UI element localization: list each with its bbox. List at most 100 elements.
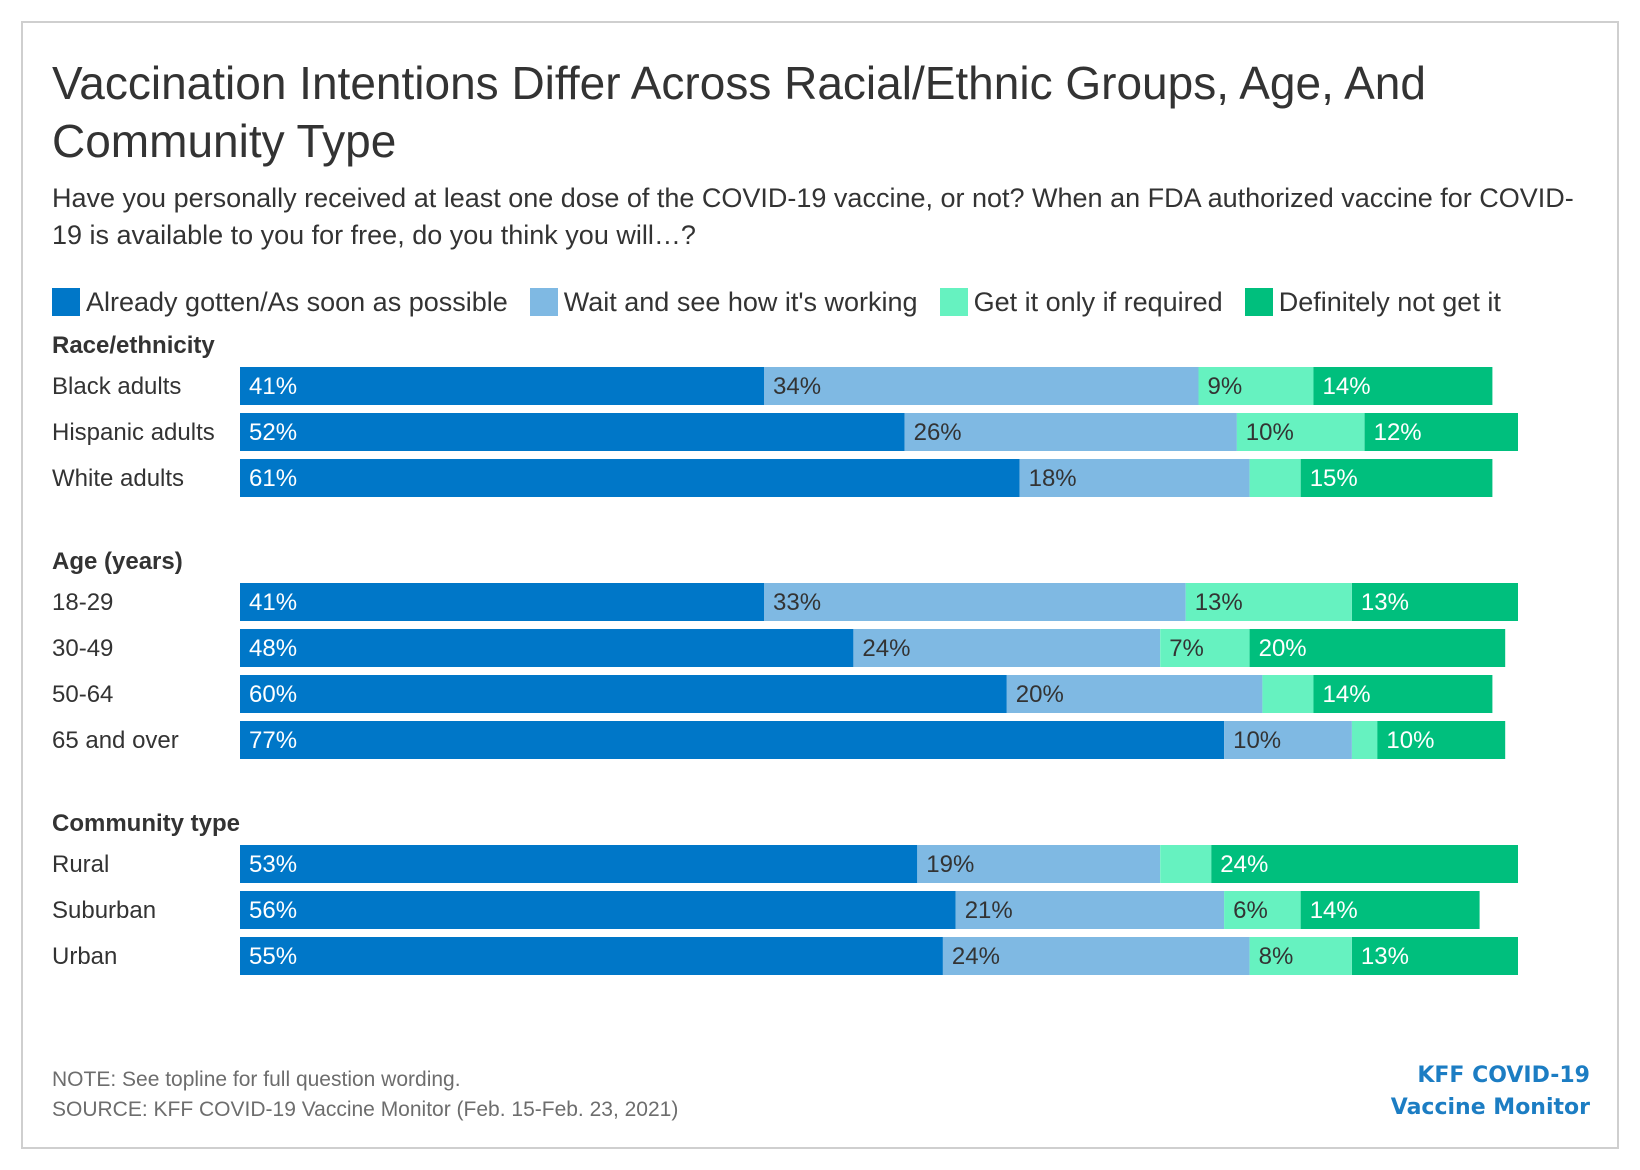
bar-segment-rural-1 — [917, 845, 1161, 883]
category-label-65-and-over: 65 and over — [52, 727, 179, 754]
bar-segment-65-and-over-3 — [1377, 721, 1506, 759]
legend-swatch-wait — [529, 288, 558, 316]
data-label-urban-1: 24% — [952, 943, 1000, 970]
legend-swatch-already — [52, 288, 80, 316]
group-header-community-type: Community type — [52, 810, 240, 837]
data-label-black-adults-3: 14% — [1323, 373, 1371, 400]
bar-segment-white-adults-0 — [240, 459, 1020, 497]
data-label-50-64-3: 14% — [1323, 681, 1371, 708]
legend-swatch-definitely-not — [1244, 288, 1273, 316]
bar-segment-18-29-0 — [240, 583, 764, 621]
category-label-urban: Urban — [52, 943, 117, 970]
note-text: NOTE: See topline for full question word… — [52, 1068, 461, 1091]
legend: Already gotten/As soon as possible Wait … — [52, 284, 1523, 320]
data-label-urban-3: 13% — [1361, 943, 1409, 970]
category-label-rural: Rural — [52, 851, 109, 878]
data-label-30-49-1: 24% — [862, 635, 910, 662]
bar-segment-hispanic-adults-1 — [904, 413, 1237, 451]
bar-segment-50-64-1 — [1006, 675, 1263, 713]
data-label-30-49-2: 7% — [1169, 635, 1204, 662]
bar-segment-50-64-3 — [1313, 675, 1493, 713]
bar-segment-18-29-1 — [764, 583, 1186, 621]
legend-label-wait: Wait and see how it's working — [563, 286, 918, 317]
bar-segment-18-29-2 — [1185, 583, 1352, 621]
kff-logo: KFF COVID-19 Vaccine Monitor — [1391, 1060, 1590, 1124]
bar-segment-white-adults-2 — [1249, 459, 1301, 497]
legend-item-required: Get it only if required — [939, 286, 1223, 318]
data-label-white-adults-3: 15% — [1310, 465, 1358, 492]
data-label-30-49-0: 48% — [249, 635, 297, 662]
bar-segment-hispanic-adults-0 — [240, 413, 905, 451]
bar-segment-black-adults-3 — [1313, 367, 1493, 405]
bar-segment-urban-1 — [942, 937, 1250, 975]
logo-line-1: KFF COVID-19 — [1417, 1063, 1590, 1088]
data-label-black-adults-2: 9% — [1208, 373, 1243, 400]
bar-segment-65-and-over-1 — [1224, 721, 1352, 759]
bar-segment-30-49-2 — [1160, 629, 1250, 667]
bar-segment-hispanic-adults-3 — [1364, 413, 1518, 451]
bar-segment-urban-0 — [240, 937, 943, 975]
data-label-black-adults-0: 41% — [249, 373, 297, 400]
logo-line-2: Vaccine Monitor — [1390, 1095, 1590, 1120]
bar-segment-65-and-over-2 — [1351, 721, 1378, 759]
category-label-suburban: Suburban — [52, 897, 156, 924]
data-label-50-64-1: 20% — [1016, 681, 1064, 708]
bar-segment-suburban-2 — [1224, 891, 1301, 929]
bar-segment-18-29-3 — [1351, 583, 1518, 621]
chart-subtitle: Have you personally received at least on… — [52, 183, 1574, 250]
bar-segment-30-49-0 — [240, 629, 854, 667]
data-label-white-adults-0: 61% — [249, 465, 297, 492]
data-label-suburban-0: 56% — [249, 897, 297, 924]
bar-segment-white-adults-3 — [1300, 459, 1493, 497]
legend-label-definitely-not: Definitely not get it — [1278, 286, 1501, 317]
data-label-18-29-1: 33% — [773, 589, 821, 616]
data-label-suburban-3: 14% — [1310, 897, 1358, 924]
bar-segment-white-adults-1 — [1019, 459, 1250, 497]
data-label-hispanic-adults-2: 10% — [1246, 419, 1294, 446]
legend-label-required: Get it only if required — [973, 286, 1223, 317]
bar-segment-black-adults-1 — [764, 367, 1199, 405]
bar-segment-rural-3 — [1211, 845, 1518, 883]
data-label-hispanic-adults-0: 52% — [249, 419, 297, 446]
category-label-hispanic-adults: Hispanic adults — [52, 419, 215, 446]
source-text: SOURCE: KFF COVID-19 Vaccine Monitor (Fe… — [52, 1098, 679, 1121]
bar-segment-black-adults-2 — [1198, 367, 1314, 405]
category-label-30-49: 30-49 — [52, 635, 113, 662]
bar-segment-30-49-1 — [853, 629, 1161, 667]
chart-frame — [21, 21, 1619, 1149]
bar-segment-black-adults-0 — [240, 367, 764, 405]
group-header-race-ethnicity: Race/ethnicity — [52, 332, 215, 359]
bar-segment-65-and-over-0 — [240, 721, 1225, 759]
bar-segment-50-64-2 — [1262, 675, 1314, 713]
data-label-18-29-3: 13% — [1361, 589, 1409, 616]
data-label-65-and-over-1: 10% — [1233, 727, 1281, 754]
category-label-black-adults: Black adults — [52, 373, 181, 400]
data-label-65-and-over-3: 10% — [1386, 727, 1434, 754]
bar-segment-urban-3 — [1351, 937, 1518, 975]
legend-item-definitely-not: Definitely not get it — [1244, 286, 1501, 318]
data-label-rural-0: 53% — [249, 851, 297, 878]
data-label-30-49-3: 20% — [1259, 635, 1307, 662]
data-label-urban-0: 55% — [249, 943, 297, 970]
legend-item-wait: Wait and see how it's working — [529, 286, 918, 318]
data-label-suburban-1: 21% — [965, 897, 1013, 924]
data-label-black-adults-1: 34% — [773, 373, 821, 400]
data-label-rural-3: 24% — [1220, 851, 1268, 878]
footnote: NOTE: See topline for full question word… — [52, 1065, 678, 1125]
bar-segment-rural-2 — [1160, 845, 1212, 883]
group-header-age-years: Age (years) — [52, 548, 183, 575]
data-label-urban-2: 8% — [1259, 943, 1294, 970]
data-label-suburban-2: 6% — [1233, 897, 1268, 924]
data-label-18-29-2: 13% — [1195, 589, 1243, 616]
category-label-18-29: 18-29 — [52, 589, 113, 616]
bar-segment-suburban-1 — [955, 891, 1225, 929]
legend-label-already: Already gotten/As soon as possible — [86, 286, 508, 317]
bar-segment-30-49-3 — [1249, 629, 1506, 667]
data-label-hispanic-adults-3: 12% — [1374, 419, 1422, 446]
chart-title: Vaccination Intentions Differ Across Rac… — [52, 57, 1426, 167]
bar-segment-rural-0 — [240, 845, 918, 883]
category-label-50-64: 50-64 — [52, 681, 113, 708]
bar-segment-hispanic-adults-2 — [1236, 413, 1365, 451]
data-label-hispanic-adults-1: 26% — [914, 419, 962, 446]
